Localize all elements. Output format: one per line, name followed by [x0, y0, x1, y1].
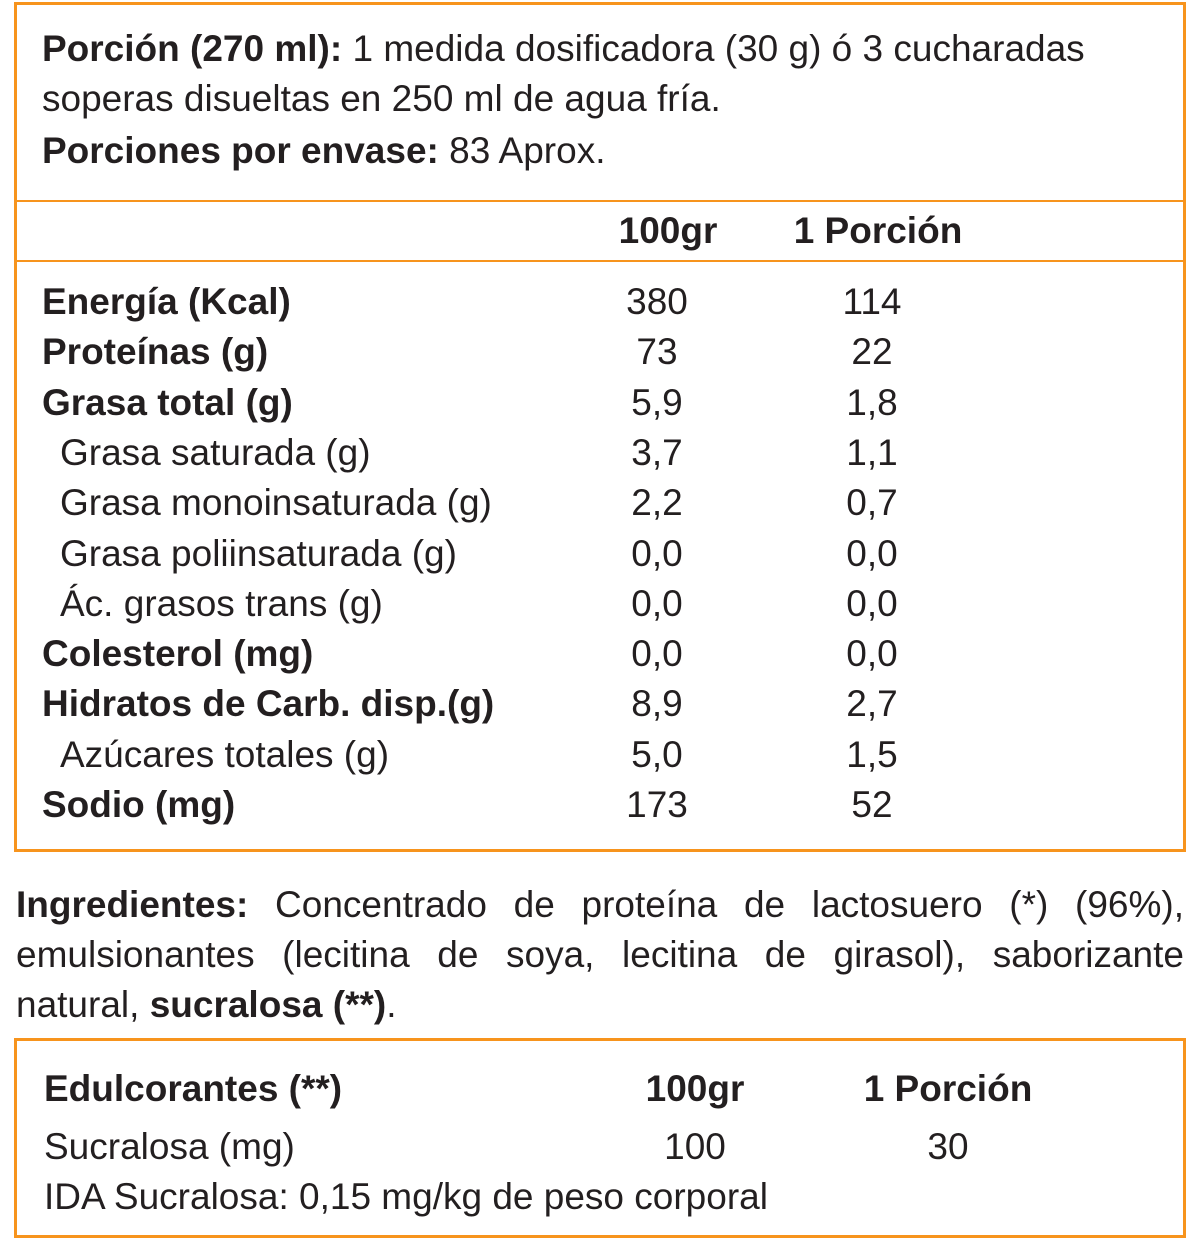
- ingredients-label: Ingredientes:: [16, 884, 249, 925]
- cell: 1,1: [846, 431, 898, 473]
- column-header: 1 Porción: [793, 210, 963, 251]
- row-label: Ác. grasos trans (g): [60, 582, 383, 624]
- cell: 8,9: [631, 683, 683, 725]
- cell: 1,5: [846, 733, 898, 775]
- serving: Porción (270 ml): 1 medida dosificadora …: [42, 24, 1172, 124]
- serving-text: 1 medida dosificadora (30 g) ó 3 cuchara…: [42, 28, 1085, 119]
- cell: 1,8: [846, 381, 898, 423]
- row-label: Grasa saturada (g): [60, 431, 371, 473]
- cell: 2,7: [846, 683, 898, 725]
- ingredients: Ingredientes: Concentrado de proteína de…: [16, 880, 1184, 1030]
- cell: 0,7: [846, 482, 898, 524]
- cell: 52: [851, 784, 893, 825]
- cell: 0,0: [846, 532, 898, 574]
- cell: 0,0: [631, 532, 683, 574]
- column-header: 1 Porción: [863, 1068, 1033, 1109]
- cell: 0,0: [631, 633, 683, 675]
- cell: 30: [927, 1126, 969, 1167]
- cell: 173: [626, 784, 688, 825]
- cell: 73: [636, 331, 678, 373]
- servings-label: Porciones por envase:: [42, 130, 439, 171]
- column-header: 100gr: [645, 1068, 745, 1109]
- cell: 22: [851, 331, 893, 373]
- serving-label: Porción (270 ml):: [42, 28, 343, 69]
- cell: 0,0: [846, 633, 898, 675]
- divider: [14, 200, 1186, 202]
- row-label: Colesterol (mg): [42, 633, 314, 675]
- row-label: Sucralosa (mg): [44, 1126, 295, 1167]
- row-label: Grasa total (g): [42, 381, 293, 423]
- divider: [14, 260, 1186, 262]
- row-label: Azúcares totales (g): [60, 733, 390, 775]
- ingredients-bold: sucralosa (**): [149, 984, 387, 1025]
- servings-text: 83 Aprox.: [449, 130, 606, 171]
- cell: 0,0: [846, 582, 898, 624]
- nutrition-box: [14, 2, 1186, 852]
- column-header: 100gr: [618, 210, 718, 251]
- cell: 114: [842, 281, 902, 322]
- row-label: Energía (Kcal): [42, 281, 291, 322]
- ingredients-end: .: [386, 984, 397, 1025]
- sweeteners-note: IDA Sucralosa: 0,15 mg/kg de peso corpor…: [44, 1176, 768, 1217]
- row-label: Sodio (mg): [42, 784, 236, 825]
- cell: 5,9: [631, 381, 683, 423]
- cell: 0,0: [631, 582, 683, 624]
- row-label: Grasa poliinsaturada (g): [60, 532, 457, 574]
- ingredients-text: Concentrado de proteína de lactosuero (*…: [16, 884, 1184, 1025]
- sweeteners-title: Edulcorantes (**): [44, 1068, 343, 1109]
- cell: 2,2: [631, 482, 683, 524]
- page: Porción (270 ml): 1 medida dosificadora …: [14, 2, 1186, 1238]
- row-label: Proteínas (g): [42, 331, 269, 373]
- cell: 100: [664, 1126, 726, 1167]
- cell: 380: [626, 281, 688, 322]
- servings-per-container: Porciones por envase: 83 Aprox.: [42, 126, 1172, 176]
- row-label: Grasa monoinsaturada (g): [60, 482, 492, 524]
- cell: 5,0: [631, 733, 683, 775]
- cell: 3,7: [631, 431, 683, 473]
- row-label: Hidratos de Carb. disp.(g): [42, 683, 495, 725]
